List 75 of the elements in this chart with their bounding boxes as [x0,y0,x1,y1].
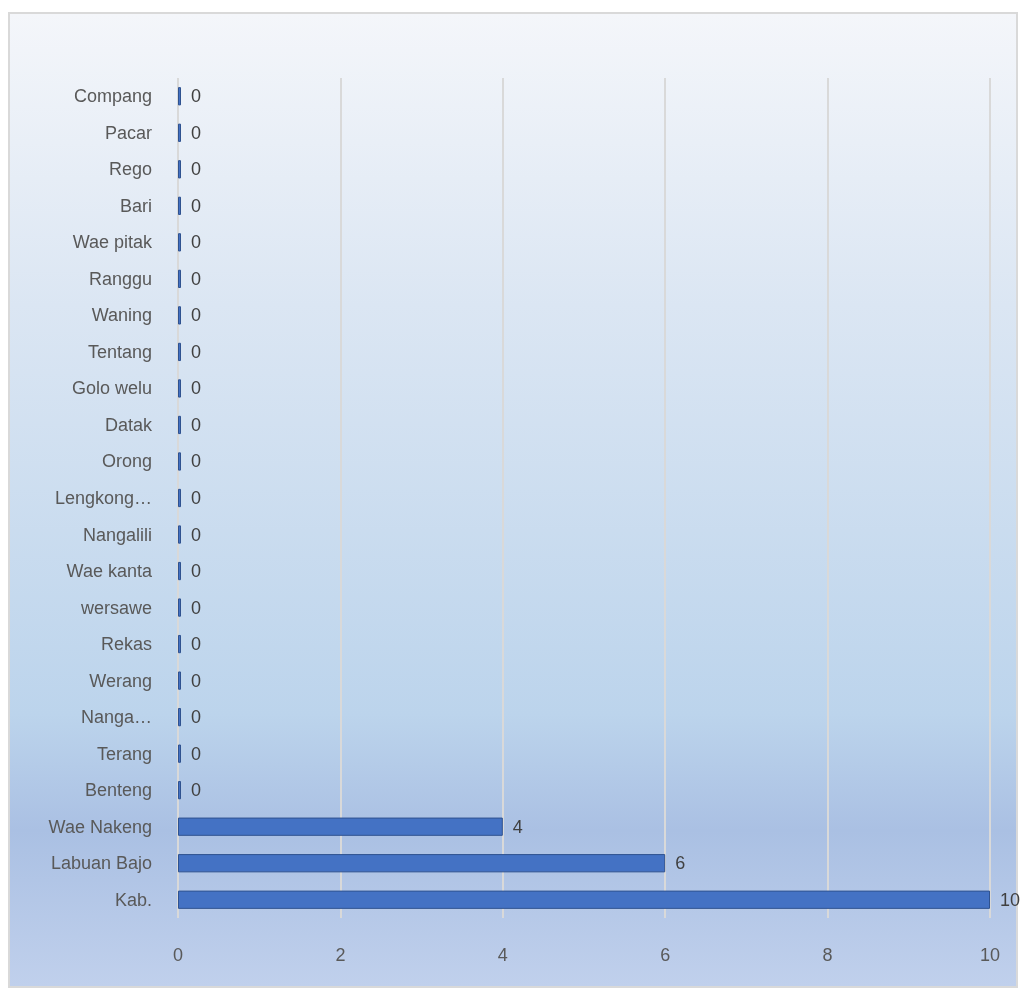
bar [178,160,181,179]
data-label: 0 [191,159,202,180]
data-label: 0 [191,195,202,216]
data-label: 0 [191,305,202,326]
y-tick-label: Bari [119,195,152,216]
bar [178,123,181,142]
y-tick-label: Nanga… [80,707,152,728]
data-label: 0 [191,707,202,728]
y-tick-label: Datak [104,414,153,435]
y-tick-label: Ranggu [88,268,152,289]
x-tick-label: 4 [497,945,508,965]
x-tick-label: 2 [335,945,346,965]
bar [178,87,181,106]
bar [178,379,181,398]
data-label: 0 [191,780,202,801]
y-tick-label: Orong [101,451,152,472]
data-label: 0 [191,122,202,143]
data-label: 6 [675,853,686,874]
data-label: 0 [191,488,202,508]
data-label: 0 [191,86,202,107]
data-label: 0 [191,378,202,399]
y-tick-label: Nangalili [82,524,152,545]
y-tick-label: Terang [96,743,152,764]
data-label: 0 [191,268,202,289]
bar [178,708,181,727]
bar [178,854,666,873]
bar [178,452,181,471]
data-label: 0 [191,451,202,472]
data-label: 0 [191,597,202,618]
y-tick-label: Compang [73,86,152,107]
data-label: 0 [191,670,202,691]
bar [178,634,181,654]
bar [178,342,181,362]
bar [178,488,181,508]
x-tick-label: 10 [979,945,1001,965]
y-tick-label: wersawe [79,597,152,618]
data-label: 0 [191,414,202,435]
y-tick-label: Kab. [114,889,152,910]
y-tick-label: Pacar [104,122,152,143]
bar [178,817,503,836]
y-tick-label: Wae kanta [66,561,153,582]
bar [178,744,181,763]
data-label: 0 [191,561,202,582]
x-tick-label: 8 [822,945,833,965]
bar [178,306,181,325]
bar [178,233,181,252]
y-tick-label: Rego [108,159,152,180]
bar [178,525,181,544]
data-label: 0 [191,524,202,545]
y-tick-label: Waning [91,305,152,326]
y-tick-label: Benteng [84,780,152,801]
data-label: 4 [512,816,523,837]
y-tick-label: Tentang [87,341,152,362]
y-tick-label: Golo welu [71,378,152,399]
bar [178,561,181,581]
bar [178,598,181,617]
bar [178,196,181,215]
y-tick-label: Wae pitak [72,232,153,253]
data-label: 10 [1000,889,1021,910]
y-tick-label: Rekas [100,634,152,655]
data-label: 0 [191,232,202,253]
y-tick-label: Werang [89,670,152,691]
data-label: 0 [191,634,202,655]
x-tick-label: 0 [172,945,184,965]
bar [178,781,181,800]
bar [178,415,181,435]
data-label: 0 [191,743,202,764]
bar [178,671,181,690]
y-tick-label: Wae Nakeng [48,816,152,837]
bar [178,269,181,288]
y-tick-label: Labuan Bajo [50,853,152,874]
bar [178,890,990,909]
data-label: 0 [191,341,202,362]
y-tick-label: Lengkong… [54,488,152,508]
x-tick-label: 6 [660,945,671,965]
